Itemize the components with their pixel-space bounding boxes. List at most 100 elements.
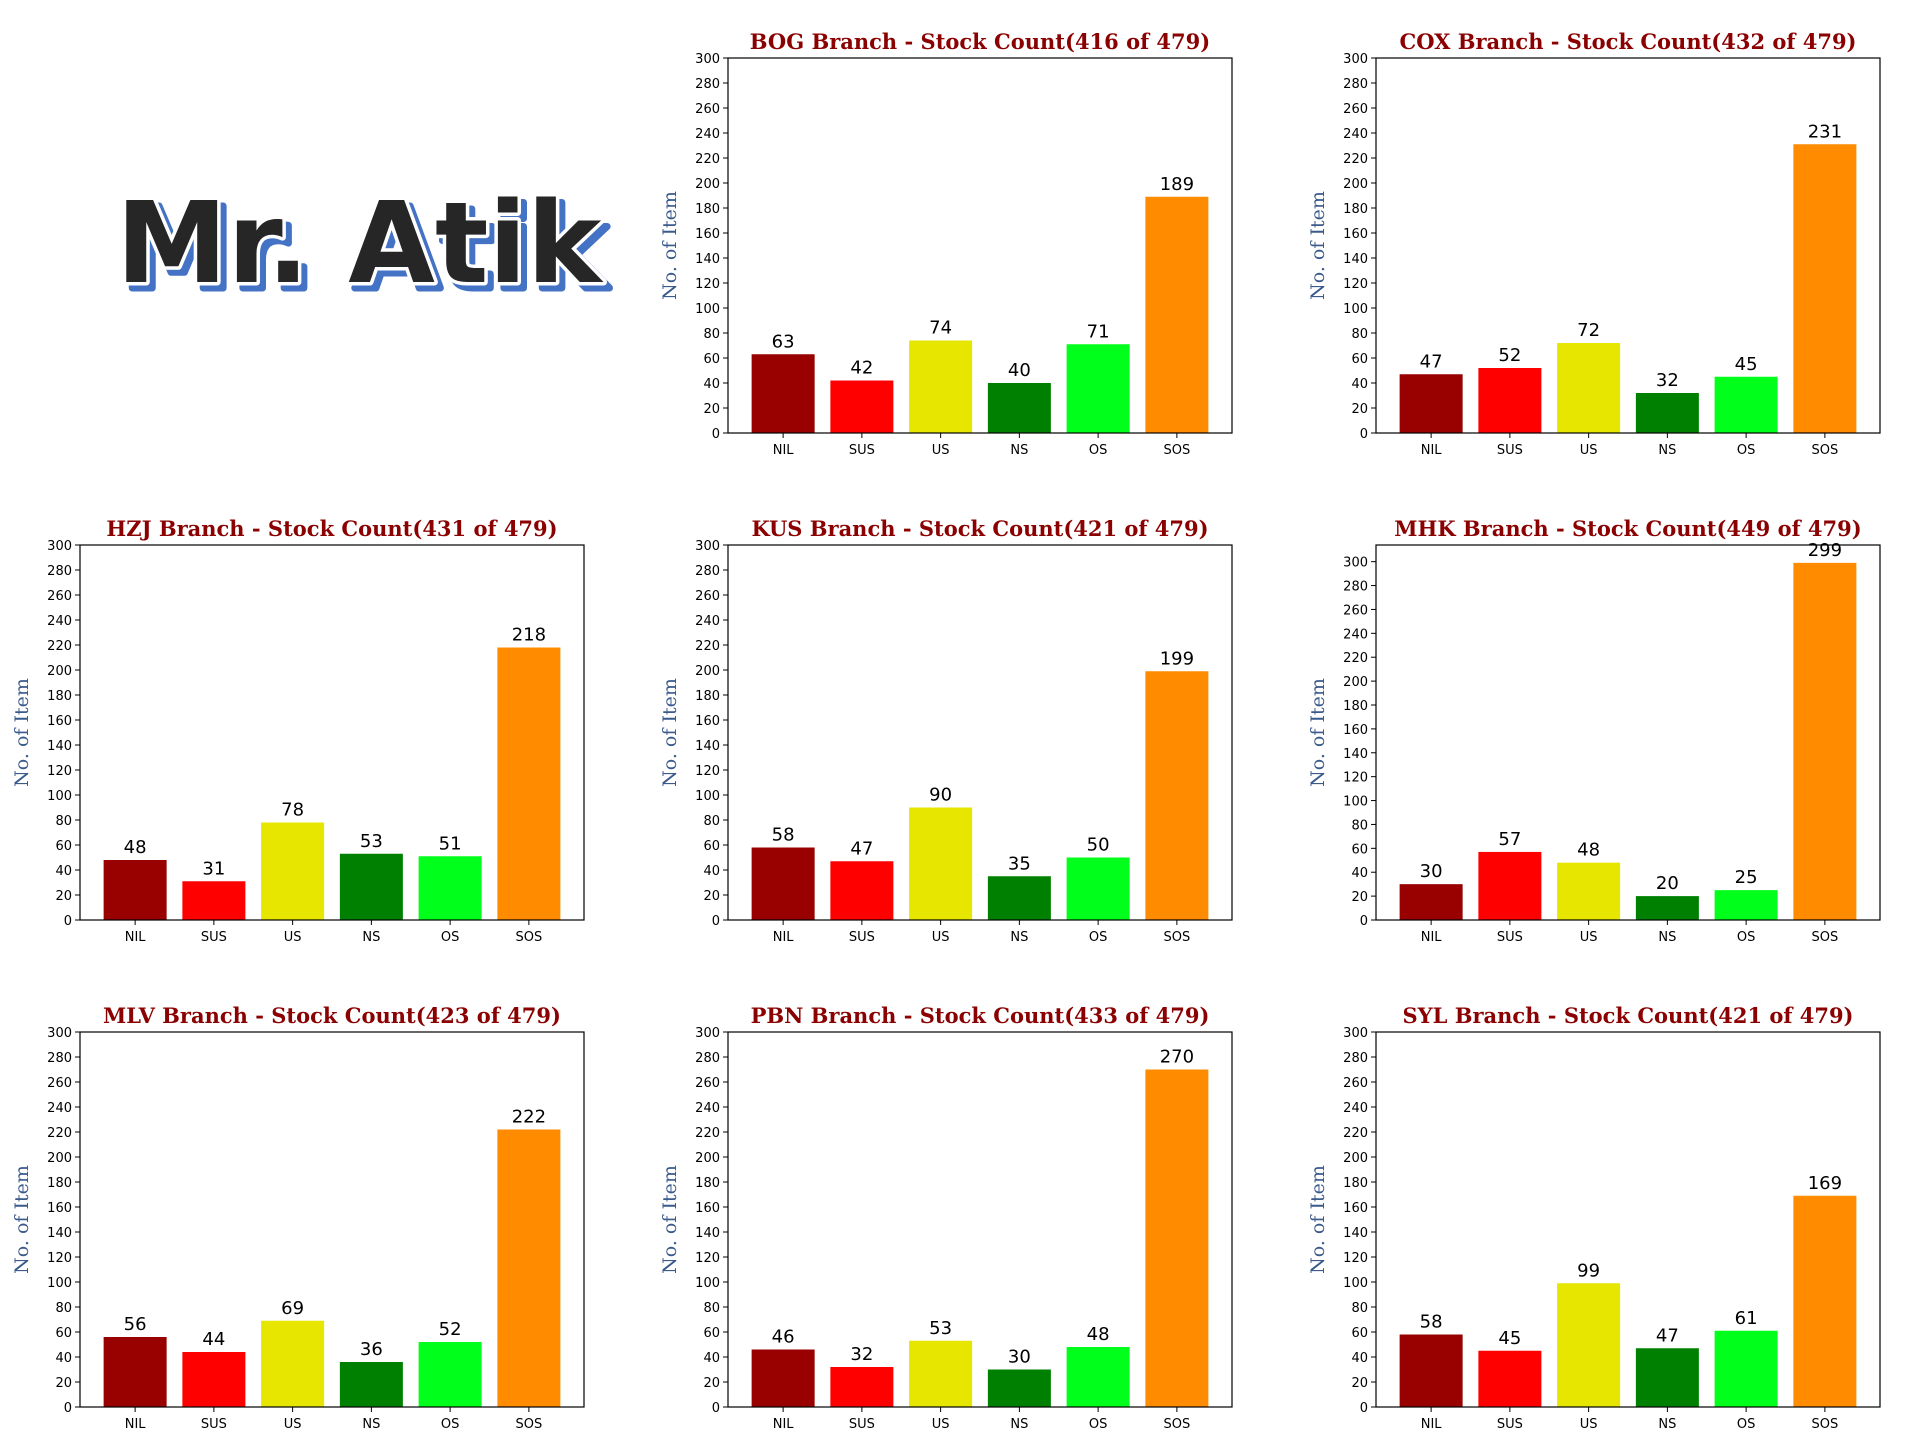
- y-tick-label: 180: [1343, 1176, 1368, 1191]
- y-tick-label: 160: [1343, 1201, 1368, 1216]
- bar-value-label: 270: [1160, 1047, 1194, 1068]
- bar: [1793, 144, 1857, 433]
- x-tick-label: SOS: [516, 1417, 543, 1432]
- bar-value-label: 58: [772, 825, 795, 846]
- chart-panel: MHK Branch - Stock Count(449 of 479) No. …: [1307, 516, 1881, 945]
- bar: [1066, 1347, 1130, 1407]
- plot-frame: [727, 57, 1233, 434]
- plot-frame: [1375, 544, 1881, 921]
- x-tick-label: OS: [1737, 1417, 1755, 1432]
- x-tick-label: SUS: [849, 443, 875, 458]
- y-tick-label: 20: [703, 402, 720, 417]
- y-tick-label: 40: [1351, 1351, 1368, 1366]
- y-tick-label: 140: [1343, 747, 1368, 762]
- bar: [751, 1349, 815, 1407]
- bar-value-label: 47: [850, 838, 873, 859]
- x-tick-label: SOS: [1812, 443, 1839, 458]
- bar: [339, 1362, 403, 1407]
- y-tick-label: 120: [1343, 771, 1368, 786]
- bar-value-label: 78: [281, 800, 304, 821]
- y-tick-label: 220: [47, 1126, 72, 1141]
- y-tick-label: 80: [55, 814, 72, 829]
- y-tick-label: 60: [703, 352, 720, 367]
- bar-value-label: 46: [772, 1327, 795, 1348]
- x-tick-label: NS: [1010, 930, 1028, 945]
- y-tick-label: 260: [1343, 102, 1368, 117]
- bar-value-label: 30: [1008, 1347, 1031, 1368]
- y-axis-label: No. of Item: [1307, 191, 1329, 300]
- y-tick-label: 20: [1351, 890, 1368, 905]
- plot-frame: [1375, 1031, 1881, 1408]
- y-axis-label: No. of Item: [1307, 678, 1329, 787]
- bar: [1399, 374, 1463, 433]
- y-tick-label: 120: [47, 764, 72, 779]
- bar: [497, 1129, 561, 1407]
- bar: [1714, 376, 1778, 433]
- bar-value-label: 53: [929, 1318, 952, 1339]
- y-tick-label: 0: [1360, 914, 1368, 929]
- bar-value-label: 63: [772, 331, 795, 352]
- y-axis-label: No. of Item: [659, 678, 681, 787]
- x-tick-label: SUS: [1497, 930, 1523, 945]
- y-tick-label: 40: [1351, 377, 1368, 392]
- logo-graphic: Mr. Atik Mr. Atik: [113, 176, 614, 319]
- y-tick-label: 80: [703, 1301, 720, 1316]
- bar-value-label: 74: [929, 318, 952, 339]
- bar: [1557, 343, 1621, 433]
- bar-value-label: 31: [202, 858, 225, 879]
- bar: [987, 383, 1051, 433]
- y-tick-label: 80: [1351, 327, 1368, 342]
- y-tick-label: 140: [695, 739, 720, 754]
- y-tick-label: 140: [695, 252, 720, 267]
- x-tick-label: OS: [1089, 930, 1107, 945]
- chart-panel: HZJ Branch - Stock Count(431 of 479) No. …: [11, 516, 585, 945]
- chart-panel: KUS Branch - Stock Count(421 of 479) No. …: [659, 516, 1233, 945]
- bar-value-label: 52: [1498, 345, 1521, 366]
- bar-value-label: 32: [1656, 370, 1679, 391]
- logo-text: Mr. Atik: [116, 179, 604, 309]
- logo-shadow: Mr. Atik: [122, 185, 610, 315]
- y-tick-label: 120: [695, 764, 720, 779]
- bar: [418, 856, 482, 920]
- x-tick-label: NS: [1658, 1417, 1676, 1432]
- bar: [909, 340, 973, 433]
- bar-value-label: 53: [360, 831, 383, 852]
- y-tick-label: 220: [695, 639, 720, 654]
- y-tick-label: 60: [1351, 352, 1368, 367]
- x-tick-label: NIL: [773, 930, 795, 945]
- y-tick-label: 220: [47, 639, 72, 654]
- x-tick-label: SOS: [1812, 930, 1839, 945]
- y-tick-label: 300: [695, 539, 720, 554]
- y-tick-label: 260: [695, 1076, 720, 1091]
- bar: [1635, 896, 1699, 920]
- bar-value-label: 57: [1498, 829, 1521, 850]
- chart-panel: MLV Branch - Stock Count(423 of 479) No. …: [11, 1003, 585, 1432]
- bar-value-label: 189: [1160, 174, 1194, 195]
- y-tick-label: 120: [695, 1251, 720, 1266]
- y-tick-label: 280: [47, 1051, 72, 1066]
- y-tick-label: 60: [1351, 1326, 1368, 1341]
- x-tick-label: SOS: [1164, 443, 1191, 458]
- bar: [1635, 393, 1699, 433]
- y-tick-label: 20: [55, 889, 72, 904]
- y-tick-label: 200: [695, 1151, 720, 1166]
- y-tick-label: 100: [695, 302, 720, 317]
- y-tick-label: 280: [47, 564, 72, 579]
- y-tick-label: 180: [47, 689, 72, 704]
- bar: [751, 354, 815, 433]
- y-tick-label: 60: [703, 839, 720, 854]
- y-tick-label: 200: [695, 177, 720, 192]
- x-tick-label: US: [932, 930, 950, 945]
- y-tick-label: 0: [1360, 427, 1368, 442]
- bar-value-label: 48: [1087, 1324, 1110, 1345]
- y-tick-label: 0: [712, 1401, 720, 1416]
- y-tick-label: 100: [47, 1276, 72, 1291]
- bar-value-label: 222: [512, 1107, 546, 1128]
- y-tick-label: 260: [695, 589, 720, 604]
- bar: [1066, 857, 1130, 920]
- y-tick-label: 260: [695, 102, 720, 117]
- y-tick-label: 300: [47, 1026, 72, 1041]
- bar-value-label: 199: [1160, 648, 1194, 669]
